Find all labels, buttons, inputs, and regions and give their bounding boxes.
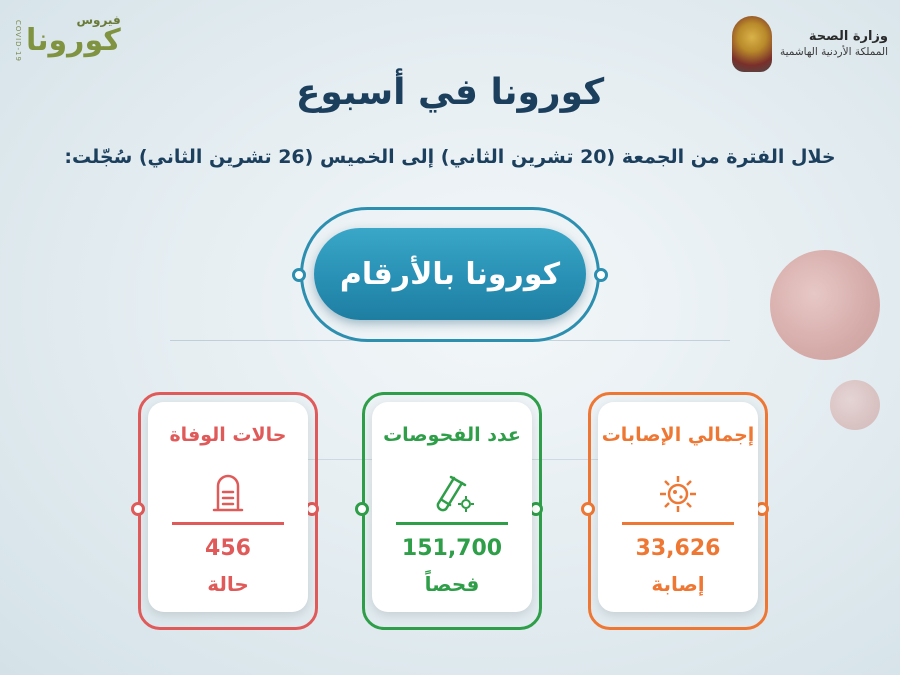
ministry-name: وزارة الصحة — [808, 29, 888, 45]
tests-card-dot-left — [355, 502, 369, 516]
banner: كورونا بالأرقام — [314, 228, 586, 320]
deaths-title: حالات الوفاة — [169, 424, 287, 446]
page-title: كورونا في أسبوع — [295, 72, 605, 113]
tests-card: عدد الفحوصات 151,700 فحصاً — [372, 402, 532, 612]
kingdom-name: المملكة الأردنية الهاشمية — [779, 45, 888, 58]
banner-dot-right — [594, 268, 608, 282]
virus-illustration-small — [830, 380, 880, 430]
deaths-unit: حالة — [207, 572, 249, 596]
test-tube-icon — [436, 475, 474, 512]
tombstone-icon — [212, 474, 244, 512]
virus-illustration — [770, 250, 880, 360]
infections-title: إجمالي الإصابات — [601, 424, 755, 446]
tests-title: عدد الفحوصات — [383, 424, 521, 446]
deaths-divider — [172, 522, 284, 525]
infections-value: 33,626 — [635, 536, 721, 561]
infections-divider — [622, 522, 734, 525]
corona-logo: COVID-19 فيروس كورونا — [14, 13, 122, 62]
logo-small-text: فيروس — [76, 13, 121, 27]
tests-divider — [396, 522, 508, 525]
infections-card-dot-left — [581, 502, 595, 516]
covid-label: COVID-19 — [14, 20, 22, 62]
virus-icon — [660, 476, 696, 512]
tests-value: 151,700 — [401, 536, 503, 561]
jordan-emblem-icon — [731, 16, 772, 72]
logo-text: فيروس كورونا — [26, 13, 122, 58]
deaths-value: 456 — [205, 536, 251, 561]
banner-dot-left — [292, 268, 306, 282]
page-subtitle: خلال الفترة من الجمعة (20 تشرين الثاني) … — [64, 146, 836, 168]
infections-card: إجمالي الإصابات 33,626 إصابة — [598, 402, 758, 612]
deaths-card-dot-left — [131, 502, 145, 516]
banner-text: كورونا بالأرقام — [339, 256, 561, 292]
ministry-header: وزارة الصحة المملكة الأردنية الهاشمية — [731, 16, 888, 72]
infections-unit: إصابة — [651, 572, 705, 596]
tests-unit: فحصاً — [424, 572, 480, 596]
ministry-text: وزارة الصحة المملكة الأردنية الهاشمية — [780, 29, 888, 58]
deaths-card: حالات الوفاة 456 حالة — [148, 402, 308, 612]
logo-big-text: كورونا — [26, 23, 122, 58]
